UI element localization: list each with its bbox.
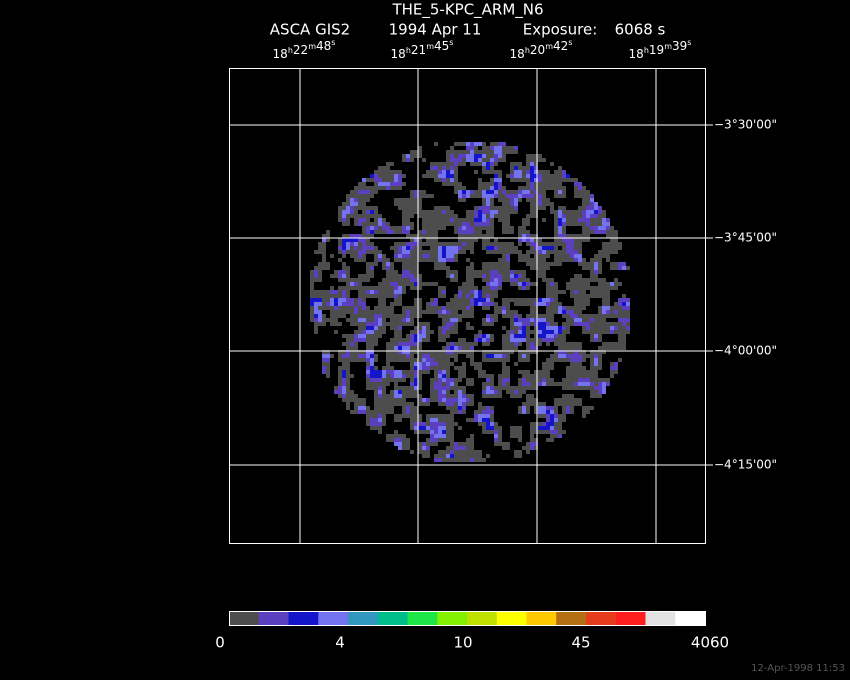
ra-unit: m xyxy=(426,42,434,51)
ra-unit: s xyxy=(331,38,335,47)
exposure-label: Exposure: xyxy=(523,21,598,39)
colorbar-swatch xyxy=(258,611,289,625)
ra-unit: m xyxy=(664,42,672,51)
ra-value: 22 xyxy=(293,43,308,57)
title: THE_5-KPC_ARM_N6 xyxy=(391,1,543,20)
timestamp: 12-Apr-1998 11:53 xyxy=(751,663,845,674)
exposure: 6068 s xyxy=(615,21,666,39)
ra-unit: m xyxy=(545,42,553,51)
colorbar-swatch xyxy=(467,611,498,625)
ra-label: 18h22m48s xyxy=(273,38,336,61)
sky-pixels xyxy=(314,142,630,462)
colorbar-frame xyxy=(229,611,706,626)
ra-value: 19 xyxy=(649,43,664,57)
ra-unit: h xyxy=(288,46,293,55)
ra-unit: s xyxy=(687,38,691,47)
colorbar-swatch xyxy=(496,611,527,625)
ra-value: 45 xyxy=(434,39,449,53)
ra-unit: s xyxy=(449,38,453,47)
dec-label: −3°45'00" xyxy=(714,231,777,245)
ra-value: 39 xyxy=(672,39,687,53)
ra-value: 48 xyxy=(316,39,331,53)
ra-unit: s xyxy=(568,38,572,47)
ra-label: 18h19m39s xyxy=(629,38,692,61)
colorbar-label: 4060 xyxy=(691,634,729,652)
colorbar-swatch xyxy=(586,611,617,625)
colorbar-swatch xyxy=(615,611,646,625)
colorbar-swatch xyxy=(556,611,587,625)
dec-label: −4°00'00" xyxy=(714,344,777,358)
obs-date: 1994 Apr 11 xyxy=(389,21,482,39)
ra-unit: m xyxy=(308,42,316,51)
sky-image xyxy=(310,142,630,462)
dec-label: −4°15'00" xyxy=(714,458,777,472)
ra-unit: h xyxy=(525,46,530,55)
ra-label: 18h21m45s xyxy=(391,38,454,61)
colorbar-label: 4 xyxy=(335,634,345,652)
ra-value: 18 xyxy=(273,47,288,61)
colorbar-swatch xyxy=(675,611,706,625)
colorbar-label: 45 xyxy=(571,634,590,652)
ra-unit: h xyxy=(644,46,649,55)
colorbar-swatch xyxy=(377,611,408,625)
colorbar-swatch xyxy=(318,611,349,625)
colorbar-swatch xyxy=(645,611,676,625)
colorbar-swatch xyxy=(229,611,260,625)
colorbar-swatch xyxy=(437,611,468,625)
ra-value: 21 xyxy=(411,43,426,57)
colorbar-swatch xyxy=(407,611,438,625)
ra-value: 42 xyxy=(553,39,568,53)
ra-unit: h xyxy=(406,46,411,55)
coordinate-grid xyxy=(229,68,713,543)
colorbar-swatch xyxy=(288,611,319,625)
colorbar-swatch xyxy=(526,611,557,625)
ra-value: 20 xyxy=(530,43,545,57)
ra-value: 18 xyxy=(391,47,406,61)
colorbar-label: 0 xyxy=(215,634,225,652)
ra-value: 18 xyxy=(629,47,644,61)
dec-label: −3°30'00" xyxy=(714,118,777,132)
colorbar-swatch xyxy=(348,611,379,625)
ra-value: 18 xyxy=(510,47,525,61)
image-frame xyxy=(229,68,706,544)
ra-label: 18h20m42s xyxy=(510,38,573,61)
instrument: ASCA GIS2 xyxy=(270,21,350,39)
colorbar-label: 10 xyxy=(453,634,472,652)
